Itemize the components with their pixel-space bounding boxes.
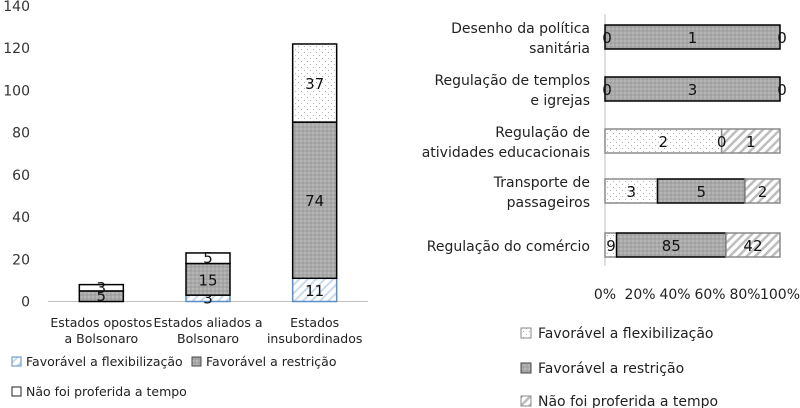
data-label: 0 (602, 81, 612, 99)
bar-segment (604, 76, 781, 102)
x-tick-label: 80% (729, 287, 760, 303)
y-tick-label: 40 (12, 210, 30, 226)
bar-segment (185, 262, 231, 296)
y-tick-label: 140 (3, 0, 30, 15)
bar-segment (604, 128, 723, 154)
data-label: 3 (203, 289, 213, 307)
data-label: 3 (688, 81, 698, 99)
data-label: 37 (305, 75, 324, 93)
data-label: 15 (198, 271, 217, 289)
bar-segment (725, 232, 781, 258)
legend-swatch (520, 395, 532, 407)
legend-swatch (191, 356, 202, 367)
data-label: 1 (746, 133, 756, 151)
x-tick-label: 40% (659, 287, 690, 303)
data-label: 0 (777, 81, 787, 99)
legend-label: Favorável a restrição (206, 354, 336, 369)
x-tick-label: Bolsonaro (177, 331, 239, 346)
data-label: 2 (659, 133, 669, 151)
legend-swatch (520, 327, 532, 339)
bar-segment (291, 121, 338, 280)
data-label: 9 (606, 237, 616, 255)
bar-segment (78, 283, 125, 292)
bar-segment (720, 128, 781, 154)
y-tick-label: Regulação do comércio (427, 239, 590, 255)
bar-segment (615, 232, 727, 258)
y-tick-label: 80 (12, 126, 30, 142)
y-tick-label: 0 (21, 295, 30, 311)
right-percent-bar-chart: 0 1 0 Desenho da política sanitária 0 3 0 Regula… (422, 14, 800, 408)
legend-label: Não foi proferida a tempo (26, 384, 187, 399)
x-tick-label: Estados aliados a (153, 315, 262, 330)
data-label: 5 (696, 183, 706, 201)
x-tick-label: 60% (694, 287, 725, 303)
legend-label: Favorável a restrição (538, 361, 684, 377)
x-tick-label: 20% (624, 287, 655, 303)
data-label: 3 (626, 183, 636, 201)
data-label: 1 (688, 29, 698, 47)
data-label: 0 (777, 29, 787, 47)
y-tick-label: 100 (3, 83, 30, 99)
bar-segment (604, 178, 659, 204)
data-label: 0 (602, 29, 612, 47)
bar-segment (291, 43, 338, 123)
x-tick-label: 100% (760, 287, 800, 303)
legend-label: Não foi proferida a tempo (538, 394, 718, 408)
y-tick-label: Transporte de (493, 175, 590, 191)
legend-swatch (11, 386, 22, 397)
legend-swatch (520, 362, 532, 374)
data-label: 5 (203, 249, 213, 267)
x-tick-label: Estados opostos (50, 315, 152, 330)
bar-segment (185, 252, 231, 265)
data-label: 74 (305, 192, 324, 210)
y-tick-label: 120 (3, 41, 30, 57)
y-tick-label: passageiros (507, 195, 590, 211)
x-tick-label: 0% (594, 287, 616, 303)
y-tick-label: atividades educacionais (422, 145, 590, 161)
y-tick-label: Regulação de (495, 125, 590, 141)
data-label: 3 (97, 279, 107, 297)
legend-label: Favorável a flexibilização (26, 354, 183, 369)
y-tick-label: Desenho da política (451, 21, 590, 37)
x-tick-label: Estados (290, 315, 339, 330)
data-label: 42 (743, 237, 762, 255)
y-tick-label: e igrejas (530, 93, 590, 109)
bar-segment (744, 178, 781, 204)
legend-label: Favorável a flexibilização (538, 326, 714, 342)
data-label: 0 (717, 133, 727, 151)
data-label: 11 (305, 282, 324, 300)
y-tick-label: sanitária (529, 41, 590, 57)
y-tick-label: Regulação de templos (434, 73, 590, 89)
legend-swatch (11, 356, 22, 367)
x-tick-label: a Bolsonaro (65, 331, 139, 346)
x-tick-label: insubordinados (267, 331, 362, 346)
bar-segment (604, 24, 781, 50)
y-tick-label: 20 (12, 252, 30, 268)
data-label: 85 (662, 237, 681, 255)
data-label: 5 (97, 287, 107, 305)
y-tick-label: 60 (12, 168, 30, 184)
data-label: 2 (758, 183, 768, 201)
